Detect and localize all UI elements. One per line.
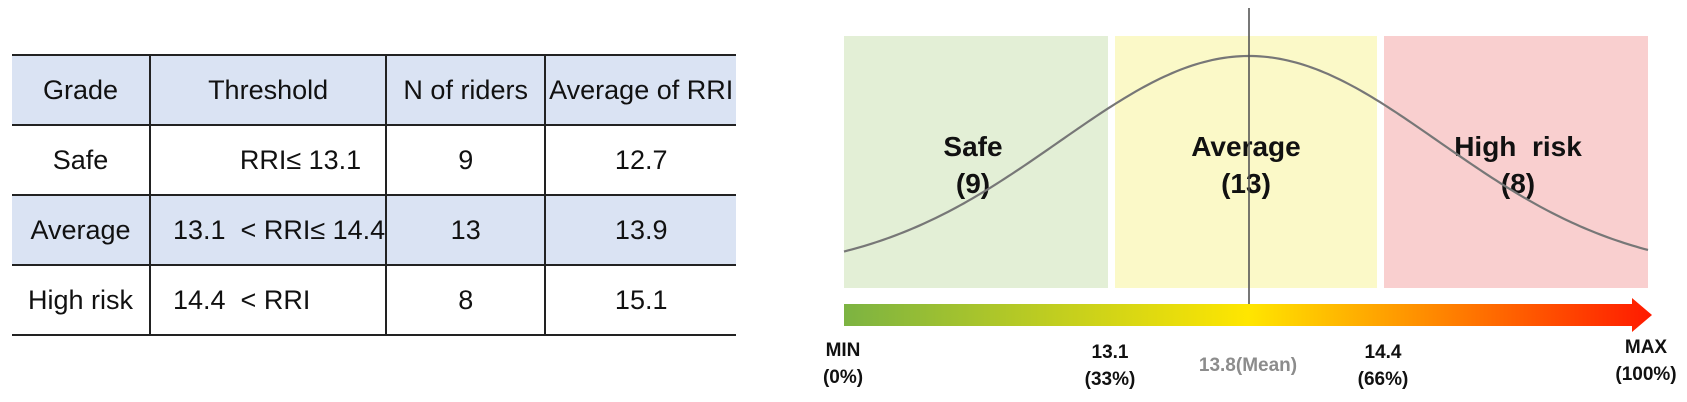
tick-13-1-pct: (33%) — [1085, 369, 1136, 390]
table-row: Average 13.1 < RRI≤ 14.4 13 13.9 — [12, 194, 737, 266]
cell-threshold: RRI≤ 13.1 — [148, 124, 387, 196]
tick-max-pct: (100%) — [1615, 364, 1676, 385]
zone-average — [1115, 36, 1377, 288]
cell-grade: High risk — [12, 264, 150, 336]
zone-high-risk-name: High risk — [1454, 131, 1582, 162]
table-row: High risk 14.4 < RRI 8 15.1 — [12, 264, 737, 336]
header-threshold: Threshold — [148, 54, 387, 126]
cell-avg: 15.1 — [544, 264, 737, 336]
cell-n: 8 — [385, 264, 546, 336]
zone-high-risk — [1384, 36, 1648, 288]
table-header-row: Grade Threshold N of riders Average of R… — [12, 54, 737, 126]
tick-max-value: MAX — [1625, 337, 1668, 358]
zone-average-name: Average — [1191, 131, 1300, 162]
zone-safe-count: (9) — [956, 168, 990, 199]
cell-avg: 12.7 — [544, 124, 737, 196]
cell-avg: 13.9 — [544, 194, 737, 266]
cell-threshold: 14.4 < RRI — [148, 264, 387, 336]
tick-13-1-value: 13.1 — [1092, 342, 1129, 363]
header-n-riders: N of riders — [385, 54, 546, 126]
cell-threshold: 13.1 < RRI≤ 14.4 — [148, 194, 387, 266]
cell-n: 13 — [385, 194, 546, 266]
cell-n: 9 — [385, 124, 546, 196]
zone-average-count: (13) — [1221, 168, 1271, 199]
tick-min-pct: (0%) — [823, 367, 863, 388]
header-average-rri: Average of RRI — [544, 54, 737, 126]
scale-arrow — [844, 298, 1652, 332]
mean-label: 13.8(Mean) — [1199, 355, 1297, 376]
table-row: Safe RRI≤ 13.1 9 12.7 — [12, 124, 737, 196]
distribution-curve — [843, 54, 1649, 253]
grade-table: Grade Threshold N of riders Average of R… — [12, 54, 737, 336]
header-grade: Grade — [12, 54, 150, 126]
tick-min-value: MIN — [826, 340, 861, 361]
cell-grade: Average — [12, 194, 150, 266]
tick-14-4-pct: (66%) — [1358, 369, 1409, 390]
tick-14-4-value: 14.4 — [1365, 342, 1402, 363]
zone-safe-name: Safe — [943, 131, 1002, 162]
zone-safe — [844, 36, 1108, 288]
cell-grade: Safe — [12, 124, 150, 196]
